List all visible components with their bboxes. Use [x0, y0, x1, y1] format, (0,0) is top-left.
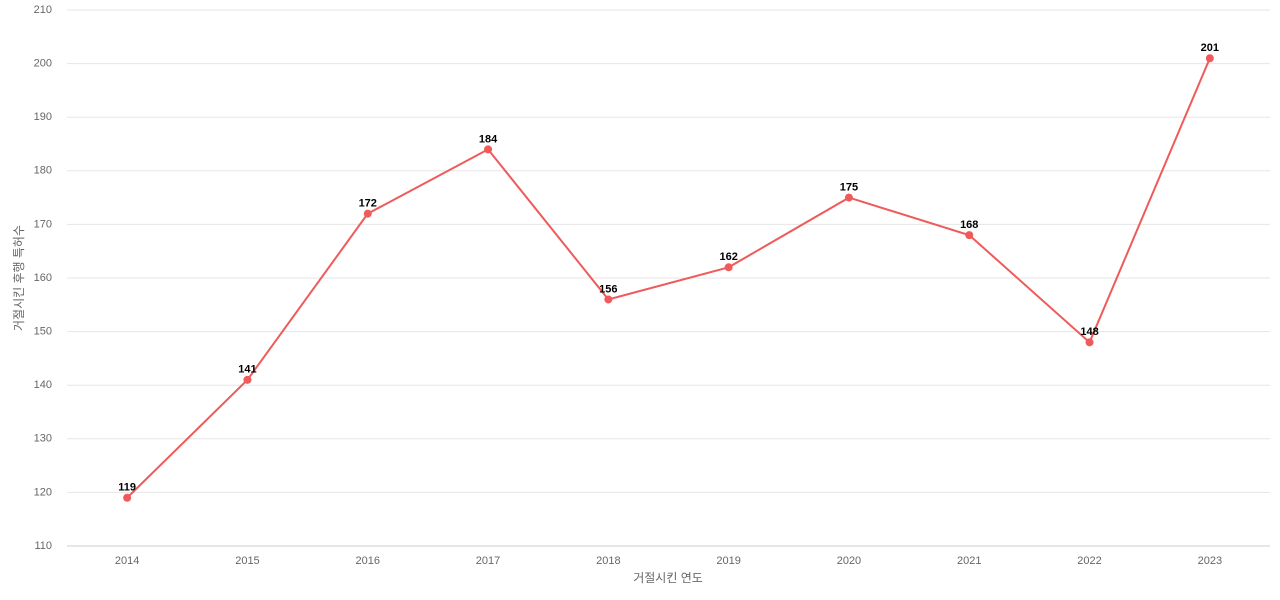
line	[126, 57, 1211, 499]
x-tick-label: 2014	[115, 555, 139, 567]
x-tick-label: 2016	[356, 555, 380, 567]
point	[724, 263, 733, 272]
point	[965, 231, 974, 240]
data-label: 175	[840, 182, 858, 194]
point	[1085, 338, 1094, 347]
x-tick-label: 2023	[1198, 555, 1222, 567]
data-label: 184	[479, 133, 498, 145]
y-tick-label: 200	[34, 58, 52, 70]
y-tick-label: 150	[34, 326, 52, 338]
y-tick-label: 190	[34, 111, 52, 123]
data-label: 141	[238, 364, 256, 376]
x-tick-label: 2020	[837, 555, 861, 567]
data-label: 162	[719, 251, 737, 263]
data-label: 119	[118, 482, 136, 494]
x-tick-label: 2021	[957, 555, 981, 567]
point	[123, 493, 132, 502]
point	[1205, 54, 1214, 63]
point	[243, 375, 252, 384]
data-label: 201	[1201, 42, 1219, 54]
y-tick-label: 110	[34, 540, 52, 552]
x-tick-label: 2018	[596, 555, 620, 567]
y-tick-label: 120	[34, 486, 52, 498]
data-label: 156	[599, 283, 617, 295]
data-label: 168	[960, 219, 978, 231]
x-tick-label: 2015	[235, 555, 259, 567]
x-tick-label: 2022	[1077, 555, 1101, 567]
point	[484, 145, 493, 154]
x-tick-label: 2019	[716, 555, 740, 567]
y-tick-label: 130	[34, 433, 52, 445]
y-tick-label: 170	[34, 218, 52, 230]
point	[363, 209, 372, 218]
y-tick-label: 180	[34, 165, 52, 177]
y-tick-label: 140	[34, 379, 52, 391]
y-tick-label: 160	[34, 272, 52, 284]
point	[844, 193, 853, 202]
data-label: 172	[359, 198, 377, 210]
x-tick-label: 2017	[476, 555, 500, 567]
x-axis-title: 거절시킨 연도	[633, 571, 703, 585]
data-label: 148	[1080, 326, 1098, 338]
point	[604, 295, 613, 304]
y-axis-title: 거절시킨 후행 특허수	[11, 225, 26, 331]
y-tick-label: 210	[34, 4, 52, 16]
